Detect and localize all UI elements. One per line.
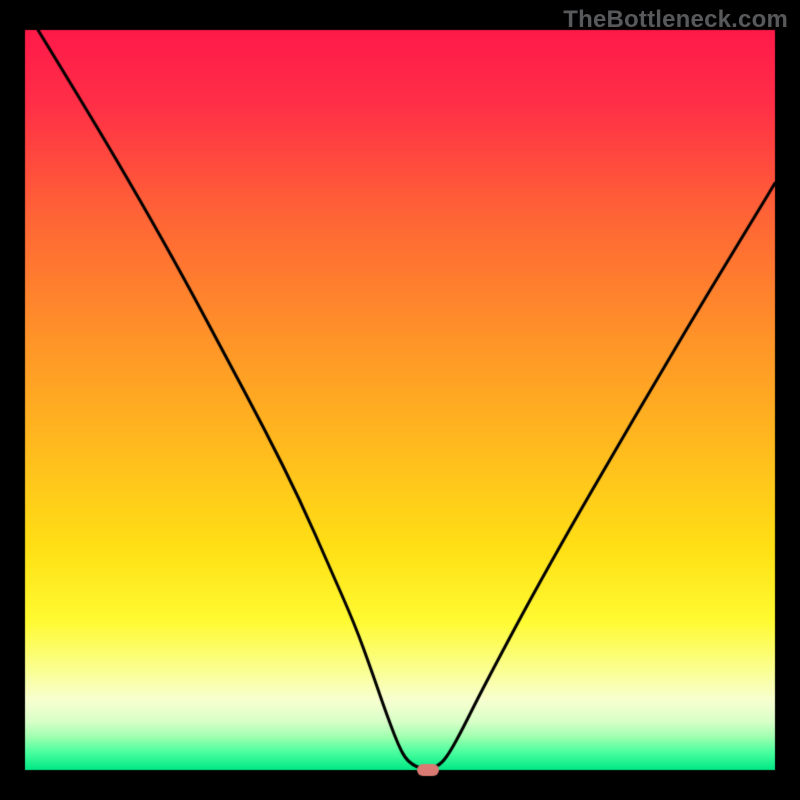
bottleneck-chart [0,0,800,800]
watermark-text: TheBottleneck.com [563,6,788,34]
